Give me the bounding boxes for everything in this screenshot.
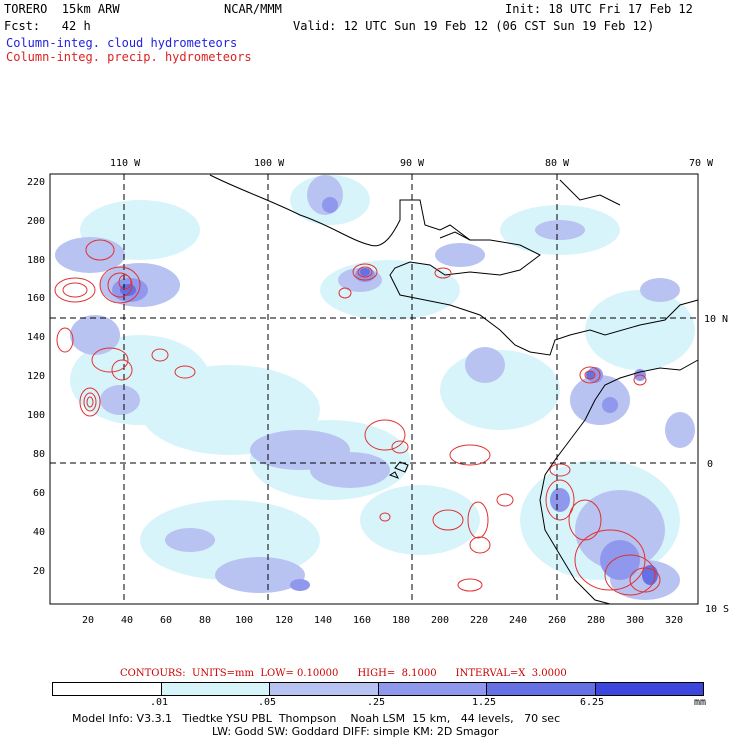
x-tick: 100 [235, 615, 253, 626]
graticule [50, 174, 698, 604]
map-frame [49, 173, 699, 605]
legend-swatch [161, 683, 270, 695]
lon-label: 90 W [400, 158, 425, 169]
y-tick: 120 [27, 371, 45, 382]
lon-label: 110 W [110, 158, 141, 169]
y-tick: 100 [27, 410, 45, 421]
y-tick: 80 [33, 449, 45, 460]
legend-units: mm [694, 697, 707, 708]
contours-info: CONTOURS: UNITS=mm LOW= 0.10000 HIGH= 8.… [120, 668, 567, 679]
x-ticks: 20 40 60 80 100 120 140 160 180 200 220 … [82, 615, 683, 626]
y-tick: 160 [27, 293, 45, 304]
field-cloud-label: Column-integ. cloud hydrometeors [6, 36, 238, 50]
forecast-hour: Fcst: 42 h [4, 19, 91, 33]
x-tick: 20 [82, 615, 94, 626]
y-tick: 60 [33, 488, 45, 499]
lat-labels: 10 N 0 10 S [704, 314, 729, 615]
y-ticks: 220 200 180 160 140 120 100 80 60 40 20 [27, 177, 45, 577]
y-tick: 140 [27, 332, 45, 343]
legend-label: .05 [258, 697, 277, 708]
legend-label: .01 [150, 697, 169, 708]
lon-label: 70 W [689, 158, 714, 169]
field-precip-label: Column-integ. precip. hydrometeors [6, 50, 252, 64]
x-tick: 80 [199, 615, 211, 626]
x-tick: 280 [587, 615, 605, 626]
legend-swatch [595, 683, 703, 695]
y-tick: 220 [27, 177, 45, 188]
y-tick: 180 [27, 255, 45, 266]
y-tick: 200 [27, 216, 45, 227]
x-tick: 260 [548, 615, 566, 626]
map-fields [50, 174, 698, 604]
x-tick: 120 [275, 615, 293, 626]
lat-label: 10 N [704, 314, 728, 325]
lon-labels: 110 W 100 W 90 W 80 W 70 W [110, 158, 714, 169]
lat-label: 0 [707, 459, 713, 470]
coastlines [209, 174, 699, 605]
x-tick: 320 [665, 615, 683, 626]
x-tick: 140 [314, 615, 332, 626]
legend-label: 1.25 [472, 697, 497, 708]
model-name: TORERO 15km ARW [4, 2, 120, 16]
x-tick: 240 [509, 615, 527, 626]
x-tick: 60 [160, 615, 172, 626]
lat-label: 10 S [705, 604, 729, 615]
legend-swatch [270, 683, 379, 695]
y-tick: 20 [33, 566, 45, 577]
center-name: NCAR/MMM [224, 2, 282, 16]
legend-swatch [378, 683, 487, 695]
y-tick: 40 [33, 527, 45, 538]
init-time: Init: 18 UTC Fri 17 Feb 12 [505, 2, 693, 16]
legend-label: 6.25 [580, 697, 605, 708]
lon-label: 80 W [545, 158, 570, 169]
x-tick: 40 [121, 615, 133, 626]
legend-colorbar [52, 682, 704, 696]
legend-label: .25 [367, 697, 386, 708]
x-tick: 160 [353, 615, 371, 626]
x-tick: 180 [392, 615, 410, 626]
legend-swatch [53, 683, 162, 695]
precip-contours [54, 239, 661, 596]
x-tick: 200 [431, 615, 449, 626]
model-info: Model Info: V3.3.1 Tiedtke YSU PBL Thomp… [72, 712, 561, 725]
x-tick: 300 [626, 615, 644, 626]
lon-label: 100 W [254, 158, 285, 169]
legend-swatch [487, 683, 596, 695]
x-tick: 220 [470, 615, 488, 626]
model-info-physics: LW: Godd SW: Goddard DIFF: simple KM: 2D… [212, 725, 499, 738]
valid-time: Valid: 12 UTC Sun 19 Feb 12 (06 CST Sun … [293, 19, 655, 33]
